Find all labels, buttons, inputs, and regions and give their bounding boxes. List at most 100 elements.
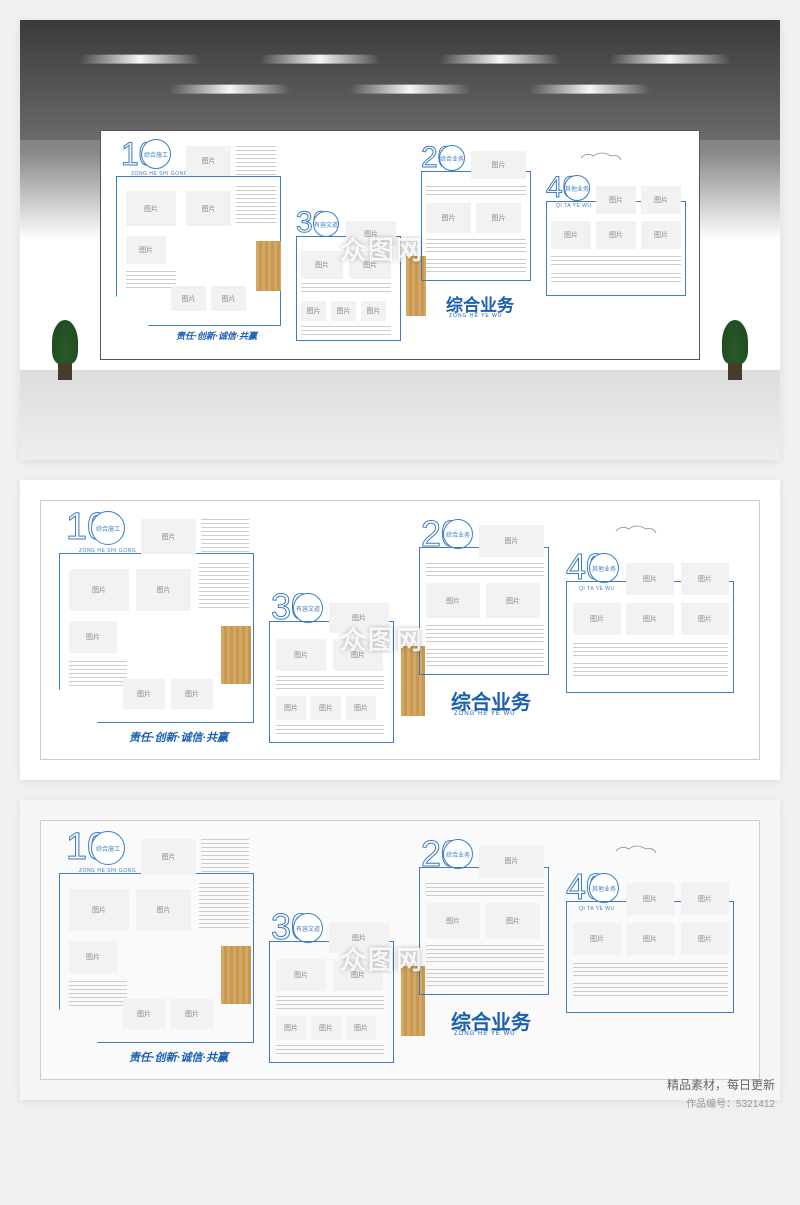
image-placeholder: 图片: [426, 903, 480, 938]
section-badge-1: 综合施工: [91, 831, 125, 865]
badge-text: 综合业务: [446, 530, 470, 539]
text-lines: [426, 649, 544, 667]
text-lines: [426, 259, 526, 274]
cloud-decoration: [606, 839, 666, 859]
floor: [20, 370, 780, 460]
text-lines: [426, 239, 526, 254]
ceiling-light: [79, 55, 201, 64]
image-placeholder: 图片: [211, 286, 246, 311]
text-lines: [199, 883, 249, 931]
wood-panel: [221, 946, 251, 1004]
image-placeholder: 图片: [426, 203, 471, 233]
badge-text: 其他业务: [592, 564, 616, 573]
image-placeholder: 图片: [126, 236, 166, 264]
image-placeholder: 图片: [136, 889, 191, 931]
image-placeholder: 图片: [641, 221, 681, 249]
text-lines: [426, 186, 526, 198]
image-placeholder: 图片: [486, 903, 540, 938]
ceiling-light: [349, 85, 471, 94]
image-placeholder: 图片: [551, 221, 591, 249]
image-placeholder: 图片: [276, 696, 306, 720]
image-placeholder: 图片: [479, 845, 544, 877]
image-placeholder: 图片: [426, 583, 480, 618]
badge-text: 综合施工: [96, 844, 120, 853]
footer-info: 精品素材，每日更新 作品编号：5321412: [667, 1076, 775, 1110]
badge-text: 有容文道: [296, 604, 320, 613]
text-lines: [126, 271, 176, 291]
image-placeholder: 图片: [69, 621, 117, 653]
text-lines: [573, 983, 728, 997]
image-placeholder: 图片: [346, 1016, 376, 1040]
text-lines: [69, 981, 127, 1006]
text-lines: [426, 625, 544, 643]
image-placeholder: 图片: [626, 923, 674, 955]
image-placeholder: 图片: [276, 959, 326, 991]
text-lines: [199, 563, 249, 611]
slogan-text: 责任·创新·诚信·共赢: [129, 1049, 228, 1065]
image-placeholder: 图片: [136, 569, 191, 611]
badge-text: 有容文道: [314, 220, 338, 229]
watermark: 众图网: [340, 230, 424, 267]
image-placeholder: 图片: [311, 696, 341, 720]
footer-line2: 作品编号：5321412: [667, 1095, 775, 1110]
text-lines: [276, 1045, 384, 1057]
badge-text: 综合业务: [440, 154, 464, 163]
text-lines: [573, 963, 728, 977]
section-badge-4: 其他业务: [564, 175, 590, 201]
main-subtitle: ZONG HE YE WU: [449, 313, 502, 319]
badge-text: 综合施工: [96, 524, 120, 533]
badge-text: 其他业务: [592, 884, 616, 893]
section-badge-3: 有容文道: [313, 211, 339, 237]
image-placeholder: 图片: [276, 1016, 306, 1040]
ceiling-light: [529, 85, 651, 94]
image-placeholder: 图片: [681, 603, 729, 635]
image-placeholder: 图片: [346, 696, 376, 720]
section-badge-2: 综合业务: [443, 839, 473, 869]
plant-decoration: [720, 320, 750, 380]
image-placeholder: 图片: [301, 301, 326, 321]
section-badge-1: 综合施工: [91, 511, 125, 545]
image-placeholder: 图片: [69, 569, 129, 611]
text-lines: [426, 945, 544, 963]
image-placeholder: 图片: [141, 839, 196, 874]
slogan-text: 责任·创新·诚信·共赢: [176, 329, 257, 342]
image-placeholder: 图片: [476, 203, 521, 233]
image-placeholder: 图片: [311, 1016, 341, 1040]
text-lines: [69, 661, 127, 686]
text-lines: [551, 256, 681, 268]
image-placeholder: 图片: [126, 191, 176, 226]
text-lines: [301, 326, 391, 336]
text-lines: [426, 969, 544, 987]
main-subtitle: ZONG HE YE WU: [454, 1031, 516, 1037]
badge-text: 其他业务: [565, 184, 589, 193]
badge-text: 综合业务: [446, 850, 470, 859]
image-placeholder: 图片: [361, 301, 386, 321]
image-placeholder: 图片: [141, 519, 196, 554]
watermark: 众图网: [340, 620, 424, 657]
footer-line1: 精品素材，每日更新: [667, 1076, 775, 1093]
image-placeholder: 图片: [186, 146, 231, 176]
text-lines: [236, 146, 276, 176]
text-lines: [551, 273, 681, 285]
image-placeholder: 图片: [596, 186, 636, 214]
text-lines: [201, 839, 249, 874]
image-placeholder: 图片: [276, 639, 326, 671]
wood-panel: [256, 241, 281, 291]
text-lines: [276, 725, 384, 737]
image-placeholder: 图片: [681, 883, 729, 915]
image-placeholder: 图片: [69, 941, 117, 973]
ceiling-light: [439, 55, 561, 64]
slogan-text: 责任·创新·诚信·共赢: [129, 729, 228, 745]
ceiling-light: [259, 55, 381, 64]
image-placeholder: 图片: [301, 251, 343, 279]
wood-panel: [221, 626, 251, 684]
section-badge-3: 有容文道: [293, 913, 323, 943]
image-placeholder: 图片: [573, 603, 621, 635]
text-lines: [573, 643, 728, 657]
image-placeholder: 图片: [681, 563, 729, 595]
ceiling-light: [169, 85, 291, 94]
image-placeholder: 图片: [479, 525, 544, 557]
main-subtitle: ZONG HE YE WU: [454, 711, 516, 717]
image-placeholder: 图片: [626, 563, 674, 595]
image-placeholder: 图片: [641, 186, 681, 214]
